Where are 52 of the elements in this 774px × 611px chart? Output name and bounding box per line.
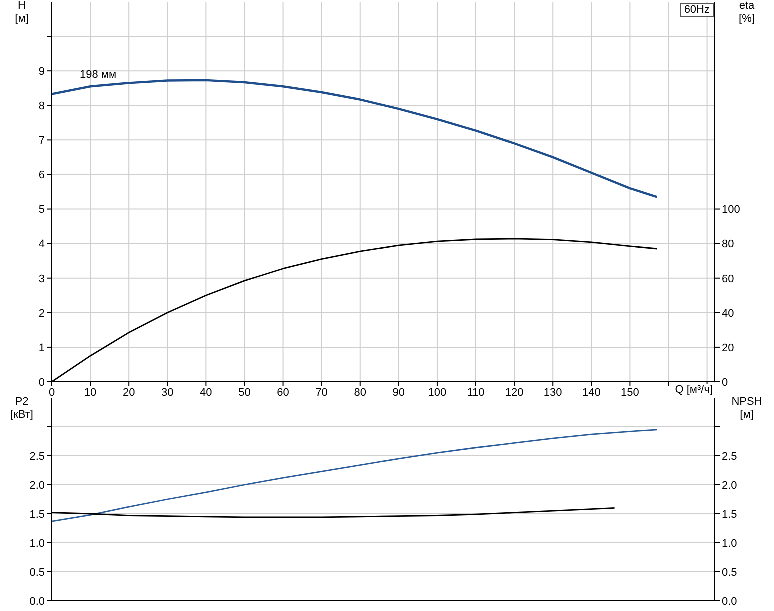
y2-tick-label: 60: [722, 273, 734, 286]
annotation: 198 мм: [80, 69, 117, 82]
x-tick-label: 80: [354, 386, 366, 399]
x-tick-label: 90: [392, 386, 406, 399]
line-series: [52, 79, 658, 198]
y-tick-label: 6: [38, 170, 45, 182]
x-tick-label: 60: [277, 386, 290, 399]
y2-tick-label: 1.5: [722, 508, 738, 521]
x-tick-label: 20: [122, 386, 136, 399]
y-tick-label: 0: [38, 376, 45, 389]
y-tick-label: 5: [38, 204, 45, 216]
y2-tick-label: 40: [722, 308, 734, 320]
x-tick-label: 70: [316, 386, 328, 399]
y-tick-label: 2.5: [30, 450, 45, 463]
y2-tick-label: 100: [722, 204, 740, 216]
x-tick-label: 150: [621, 386, 640, 399]
y-tick-label: 7: [38, 135, 45, 148]
y2-axis-title: eta [%]: [738, 0, 756, 26]
x-tick-label: 110: [467, 386, 485, 399]
y-tick-label: 3: [38, 273, 45, 286]
y-tick-label: 2.0: [30, 480, 45, 492]
x-tick-label: 40: [200, 386, 212, 399]
y-tick-label: 0.0: [30, 596, 45, 608]
y-axis-title: P2 [кВт]: [10, 396, 34, 422]
y2-tick-label: 20: [722, 342, 734, 354]
y2-tick-label: 0.5: [722, 566, 738, 579]
y-tick-label: 8: [38, 100, 45, 113]
x-tick-label: 120: [505, 386, 524, 399]
y-tick-label: 1.0: [30, 538, 45, 550]
x-tick-label: 10: [84, 386, 97, 399]
y-tick-label: 0.5: [30, 566, 45, 579]
y2-tick-label: 1.0: [722, 538, 738, 550]
x-tick-label: 100: [428, 386, 447, 399]
x-tick-label: 0: [48, 386, 56, 399]
y2-tick-label: 2.5: [722, 450, 738, 463]
x-tick-label: 30: [162, 386, 174, 399]
y-tick-label: 2: [38, 308, 45, 320]
y2-tick-label: 0.0: [722, 596, 738, 608]
y2-tick-label: 2.0: [722, 480, 738, 492]
y2-tick-label: 80: [722, 238, 734, 251]
y-tick-label: 1: [38, 342, 45, 354]
x-tick-label: 50: [238, 386, 251, 399]
x-tick-label: 140: [582, 386, 601, 399]
y-tick-label: 9: [38, 66, 45, 78]
y2-axis-title: NPSH [м]: [730, 396, 764, 422]
y-axis-title: H [м]: [14, 0, 30, 26]
x-tick-label: 130: [544, 386, 562, 399]
y-tick-label: 1.5: [30, 508, 45, 521]
x-axis-title: Q [м³/ч]: [675, 384, 713, 396]
y-tick-label: 4: [38, 238, 45, 251]
chart-title: 60Hz: [680, 3, 714, 17]
y2-tick-label: 0: [722, 376, 728, 389]
